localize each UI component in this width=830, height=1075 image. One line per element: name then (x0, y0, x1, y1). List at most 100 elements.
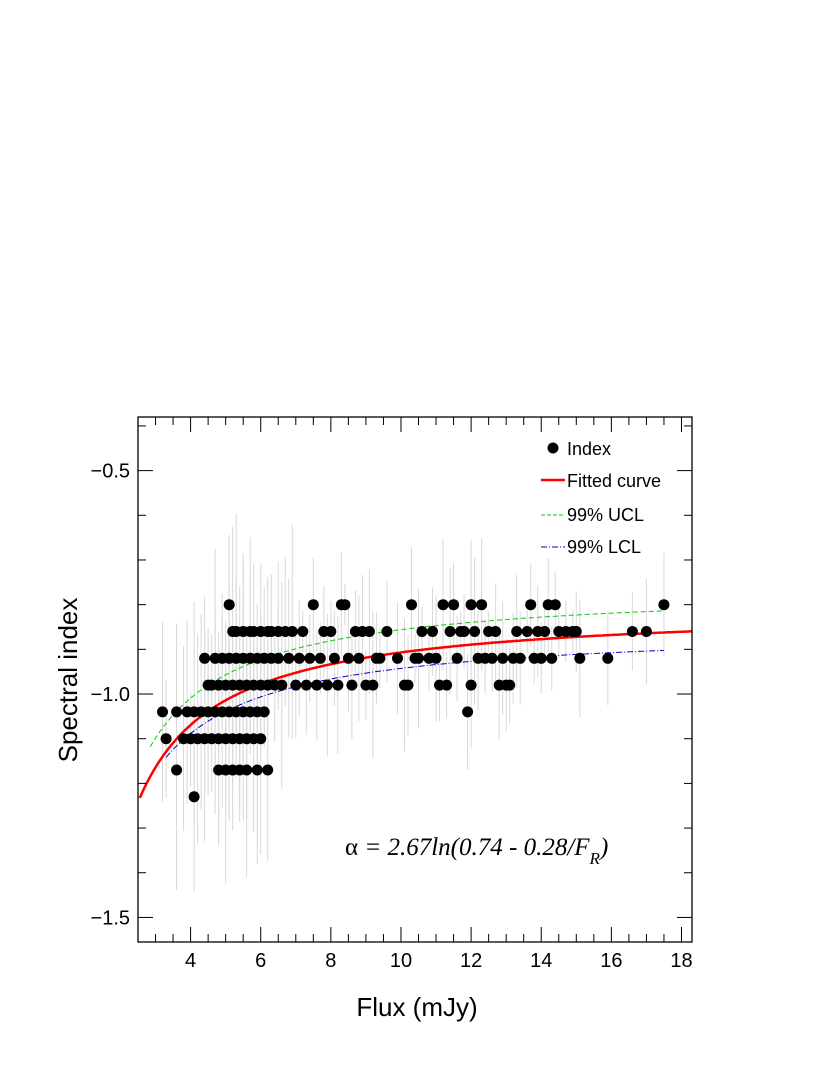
data-point (416, 626, 428, 637)
data-point (381, 626, 393, 637)
data-point (363, 626, 375, 637)
data-point (497, 652, 509, 664)
x-tick-label: 6 (255, 950, 266, 972)
data-point (658, 599, 670, 611)
data-point (602, 652, 614, 664)
x-tick-label: 16 (600, 950, 622, 972)
data-point (570, 626, 582, 637)
legend-label-ucl: 99% UCL (567, 505, 644, 525)
data-point (283, 652, 295, 664)
data-point (402, 679, 414, 691)
data-point (328, 652, 340, 664)
data-point (297, 626, 309, 637)
data-point (441, 679, 453, 691)
data-point (458, 626, 470, 637)
ucl-curve (149, 610, 664, 747)
legend: Index Fitted curve 99% UCL 99% LCL (541, 439, 661, 557)
data-point (444, 626, 456, 637)
data-point (640, 626, 652, 637)
x-tick-label: 18 (670, 950, 692, 972)
data-point (462, 706, 474, 718)
x-tick-label: 12 (460, 950, 482, 972)
data-point (325, 626, 337, 637)
data-point (251, 764, 263, 776)
data-point (521, 626, 533, 637)
data-point (476, 599, 488, 611)
fitted-curve (138, 630, 692, 799)
data-point (374, 652, 386, 664)
data-point (486, 652, 498, 664)
data-points (157, 599, 670, 803)
y-tick-labels: −1.5 −1.0 −0.5 (91, 461, 130, 930)
legend-label-fit: Fitted curve (567, 471, 661, 491)
data-point (511, 626, 523, 637)
data-point (514, 652, 526, 664)
data-point (272, 652, 284, 664)
data-point (465, 599, 477, 611)
data-point (290, 679, 302, 691)
data-point (188, 791, 200, 803)
data-point (353, 652, 365, 664)
data-point (223, 599, 235, 611)
data-point (406, 599, 417, 611)
data-point (546, 652, 558, 664)
data-point (448, 599, 460, 611)
data-point (171, 706, 183, 718)
data-point (304, 652, 316, 664)
x-tick-labels: 4 6 8 10 12 14 16 18 (185, 950, 693, 972)
data-point (469, 626, 481, 637)
data-point (157, 706, 168, 718)
x-tick-label: 14 (530, 950, 552, 972)
data-point (311, 679, 323, 691)
data-point (549, 599, 561, 611)
data-point (339, 599, 351, 611)
data-point (276, 679, 288, 691)
axis-ticks (138, 417, 692, 942)
formula-subscript: R (589, 849, 601, 868)
data-point (392, 652, 403, 664)
data-point (160, 733, 172, 745)
data-point (367, 679, 379, 691)
y-tick-label: −1.5 (91, 907, 130, 929)
data-point (525, 599, 537, 611)
y-tick-label: −1.0 (91, 684, 130, 706)
x-tick-label: 10 (390, 950, 412, 972)
formula-body: = 2.67ln(0.74 - 0.28/F (358, 834, 590, 861)
data-point (293, 652, 305, 664)
data-point (300, 679, 312, 691)
data-point (241, 764, 253, 776)
data-point (258, 706, 270, 718)
legend-label-index: Index (567, 439, 611, 459)
data-point (535, 652, 547, 664)
data-point (504, 679, 516, 691)
data-point (332, 679, 344, 691)
data-point (314, 652, 326, 664)
data-point (626, 626, 638, 637)
data-point (437, 599, 449, 611)
data-point (321, 679, 333, 691)
data-point (430, 652, 442, 664)
data-point (465, 679, 477, 691)
x-axis-title: Flux (mJy) (356, 992, 477, 1022)
data-point (171, 764, 183, 776)
data-point (286, 626, 298, 637)
formula-alpha: α (345, 834, 358, 861)
data-point (574, 652, 586, 664)
data-point (413, 652, 424, 664)
data-point (255, 733, 267, 745)
data-point (451, 652, 463, 664)
data-point (262, 764, 274, 776)
formula-suffix: ) (598, 834, 608, 861)
plot-frame (137, 416, 693, 943)
data-point (490, 626, 502, 637)
data-point (539, 626, 551, 637)
legend-marker-index (547, 442, 559, 454)
fit-formula: α = 2.67ln(0.74 - 0.28/FR) (345, 834, 608, 868)
data-point (307, 599, 319, 611)
x-tick-label: 4 (185, 950, 196, 972)
x-tick-label: 8 (325, 950, 336, 972)
data-point (346, 679, 358, 691)
data-point (342, 652, 354, 664)
data-point (199, 652, 211, 664)
